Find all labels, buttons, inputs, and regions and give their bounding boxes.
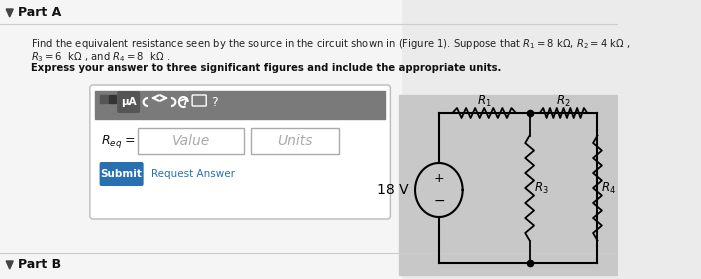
Text: Value: Value bbox=[172, 134, 210, 148]
FancyBboxPatch shape bbox=[100, 162, 144, 186]
Text: $R_3$: $R_3$ bbox=[533, 181, 548, 196]
Text: $R_3 = 6\ \ \mathrm{k}\Omega$ , and $R_4 = 8\ \ \mathrm{k}\Omega$ .: $R_3 = 6\ \ \mathrm{k}\Omega$ , and $R_4… bbox=[31, 50, 170, 64]
Bar bbox=[95, 91, 385, 119]
Text: Find the equivalent resistance seen by the source in the circuit shown in (Figur: Find the equivalent resistance seen by t… bbox=[31, 37, 630, 51]
Text: μA: μA bbox=[121, 97, 137, 107]
Bar bbox=[100, 95, 107, 103]
Bar bbox=[251, 128, 339, 154]
Text: −: − bbox=[433, 194, 444, 208]
Text: $R_1$: $R_1$ bbox=[477, 93, 491, 109]
Bar bbox=[138, 128, 244, 154]
Text: +: + bbox=[433, 172, 444, 186]
Polygon shape bbox=[6, 261, 13, 269]
FancyBboxPatch shape bbox=[90, 85, 390, 219]
Text: Express your answer to three significant figures and include the appropriate uni: Express your answer to three significant… bbox=[31, 63, 501, 73]
Text: Part B: Part B bbox=[18, 259, 61, 271]
Text: $R_4$: $R_4$ bbox=[601, 181, 616, 196]
Bar bbox=[399, 95, 618, 275]
Text: Units: Units bbox=[278, 134, 313, 148]
Text: $R_{eq}$ =: $R_{eq}$ = bbox=[102, 133, 137, 150]
Polygon shape bbox=[6, 9, 13, 17]
Text: Submit: Submit bbox=[101, 169, 142, 179]
FancyBboxPatch shape bbox=[117, 91, 140, 113]
Text: 18 V: 18 V bbox=[377, 183, 409, 197]
Text: $R_2$: $R_2$ bbox=[556, 93, 571, 109]
Text: Part A: Part A bbox=[18, 6, 61, 20]
Bar bbox=[0, 0, 401, 279]
FancyBboxPatch shape bbox=[192, 95, 206, 106]
Bar bbox=[109, 95, 116, 103]
Text: Request Answer: Request Answer bbox=[151, 169, 235, 179]
Text: ?: ? bbox=[211, 95, 217, 109]
